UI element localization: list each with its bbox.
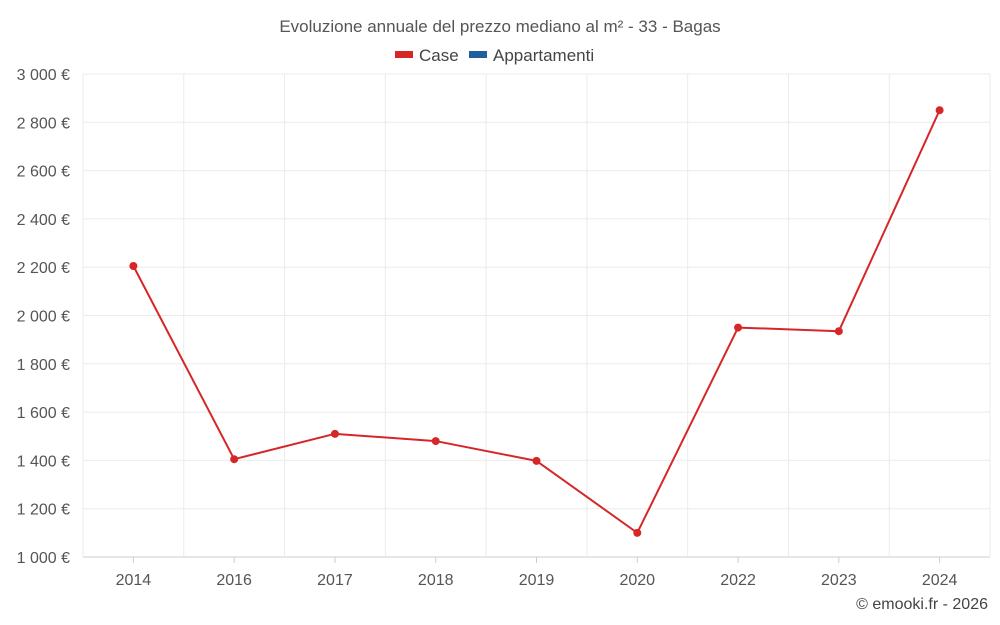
y-tick-label: 2 200 € (17, 260, 70, 277)
y-tick-label: 1 400 € (17, 453, 70, 470)
x-tick-label: 2018 (418, 572, 454, 589)
x-tick-label: 2020 (619, 572, 655, 589)
y-tick-label: 1 000 € (17, 550, 70, 567)
legend-label-appartamenti: Appartamenti (493, 46, 594, 65)
series-case (129, 106, 944, 537)
y-tick-label: 2 800 € (17, 115, 70, 132)
x-tick-label: 2023 (821, 572, 857, 589)
data-point-case[interactable] (734, 323, 743, 332)
credit-text: © emooki.fr - 2026 (856, 596, 988, 613)
data-point-case[interactable] (633, 528, 642, 537)
y-tick-label: 1 600 € (17, 405, 70, 422)
legend: Case Appartamenti (395, 46, 594, 65)
series-line-case (132, 109, 941, 534)
legend-label-case: Case (419, 46, 459, 65)
y-axis: 1 000 € 1 200 € 1 400 € 1 600 € 1 800 € 2 000… (17, 67, 70, 567)
x-tick-label: 2022 (720, 572, 756, 589)
data-point-case[interactable] (431, 437, 440, 446)
data-point-case[interactable] (935, 106, 944, 115)
x-tick-label: 2019 (519, 572, 555, 589)
x-tick-label: 2016 (216, 572, 252, 589)
data-point-case[interactable] (532, 456, 541, 465)
y-tick-label: 2 600 € (17, 164, 70, 181)
y-tick-label: 3 000 € (17, 67, 70, 84)
x-axis: 2014 2016 2017 2018 2019 2020 2022 2023 2024 (116, 557, 958, 589)
x-tick-label: 2024 (922, 572, 958, 589)
x-tick-label: 2014 (116, 572, 152, 589)
y-tick-label: 2 000 € (17, 309, 70, 326)
data-point-case[interactable] (834, 327, 843, 336)
legend-swatch-appartamenti (469, 51, 487, 58)
x-tick-label: 2017 (317, 572, 353, 589)
y-tick-label: 1 200 € (17, 502, 70, 519)
y-tick-label: 1 800 € (17, 357, 70, 374)
gridlines (82, 73, 991, 558)
legend-item-appartamenti[interactable]: Appartamenti (469, 46, 594, 65)
legend-swatch-case (395, 51, 413, 58)
y-tick-label: 2 400 € (17, 212, 70, 229)
legend-item-case[interactable]: Case (395, 46, 459, 65)
data-point-case[interactable] (230, 455, 239, 464)
data-point-case[interactable] (129, 261, 138, 270)
data-point-case[interactable] (330, 429, 339, 438)
chart-title: Evoluzione annuale del prezzo mediano al… (279, 17, 720, 36)
